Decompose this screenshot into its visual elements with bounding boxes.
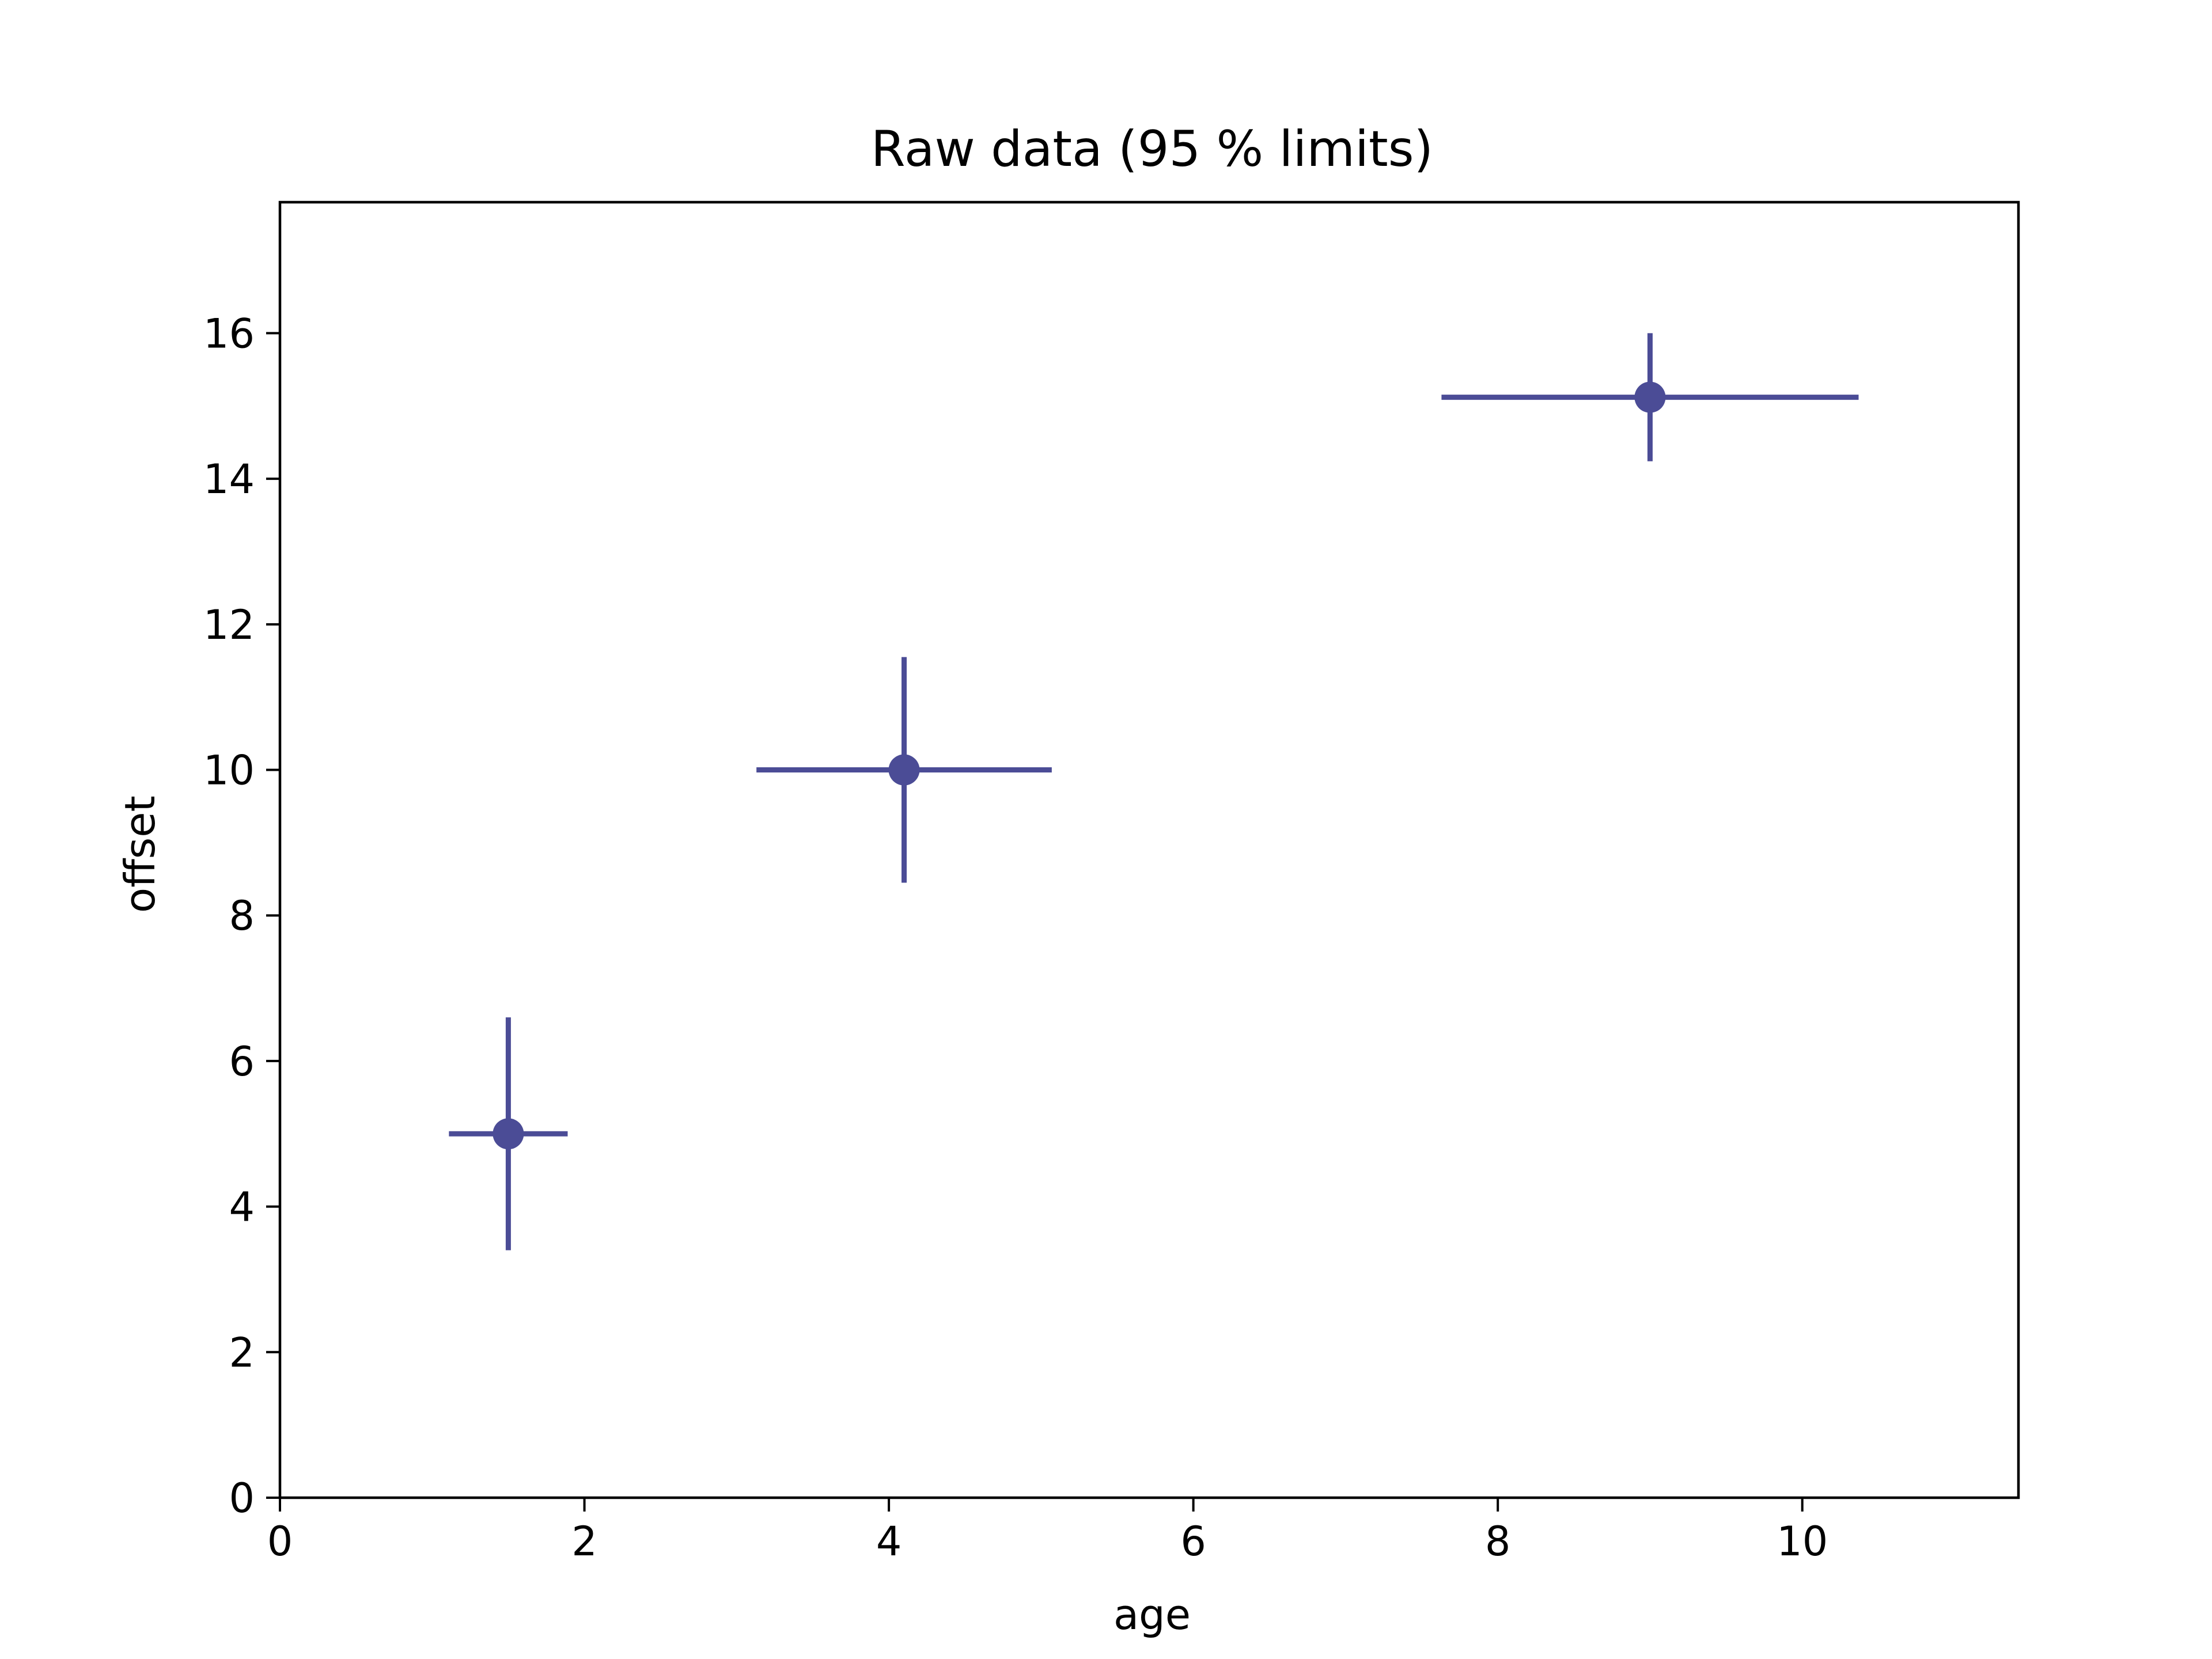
y-tick-label: 16: [203, 310, 255, 357]
y-axis-label: offset: [116, 796, 164, 913]
x-axis-ticks: 0 2 4 6 8 10: [267, 1498, 1828, 1565]
data-point: [888, 754, 920, 786]
x-tick-label: 8: [1485, 1518, 1511, 1565]
y-tick-label: 4: [229, 1184, 255, 1231]
data-point: [1634, 381, 1666, 413]
y-tick-label: 6: [229, 1038, 255, 1085]
data-point: [493, 1118, 524, 1150]
x-axis-label: age: [1113, 1590, 1191, 1639]
y-tick-label: 8: [229, 892, 255, 940]
y-tick-label: 0: [229, 1475, 255, 1522]
x-tick-label: 6: [1180, 1518, 1206, 1565]
y-tick-label: 10: [203, 747, 255, 794]
chart-title: Raw data (95 % limits): [871, 120, 1433, 178]
x-tick-label: 2: [571, 1518, 597, 1565]
y-tick-label: 14: [203, 456, 255, 503]
y-tick-label: 12: [203, 601, 255, 649]
x-tick-label: 0: [267, 1518, 293, 1565]
plot-frame: [278, 200, 2020, 1499]
x-tick-label: 4: [876, 1518, 902, 1565]
data-marks: [449, 333, 1859, 1251]
x-tick-label: 10: [1777, 1518, 1828, 1565]
y-tick-label: 2: [229, 1329, 255, 1376]
y-axis-ticks: 0 2 4 6 8 10 12 14 16: [203, 310, 280, 1522]
